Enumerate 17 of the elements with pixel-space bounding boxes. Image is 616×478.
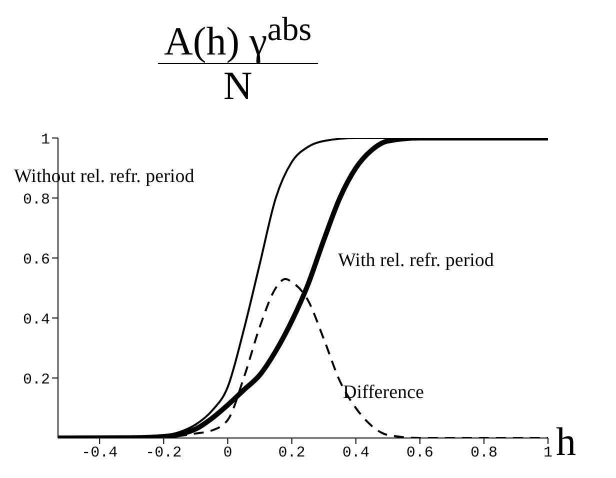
y-tick-label: 1 (40, 131, 50, 148)
x-tick-label: 0.8 (470, 444, 498, 462)
x-tick-label: 0.6 (406, 444, 434, 462)
y-tick-label: 0.6 (22, 251, 50, 268)
x-tick-label: 0.2 (278, 444, 306, 462)
x-tick-label: 1 (543, 444, 553, 462)
x-axis-title: h (556, 418, 576, 465)
annotation: Difference (343, 382, 424, 404)
y-tick-label: 0.2 (22, 371, 50, 388)
x-tick-label: -0.2 (146, 444, 182, 462)
x-tick-label: -0.4 (82, 444, 118, 462)
y-axis-title: A(h) γ$^{abs}$ N (163, 10, 313, 108)
y-tick-label: 0.4 (22, 311, 50, 328)
annotation: With rel. refr. period (338, 250, 494, 272)
y-tick-label: 0.8 (22, 191, 50, 208)
x-tick-label: 0.4 (342, 444, 370, 462)
x-tick-label: 0 (223, 444, 232, 462)
